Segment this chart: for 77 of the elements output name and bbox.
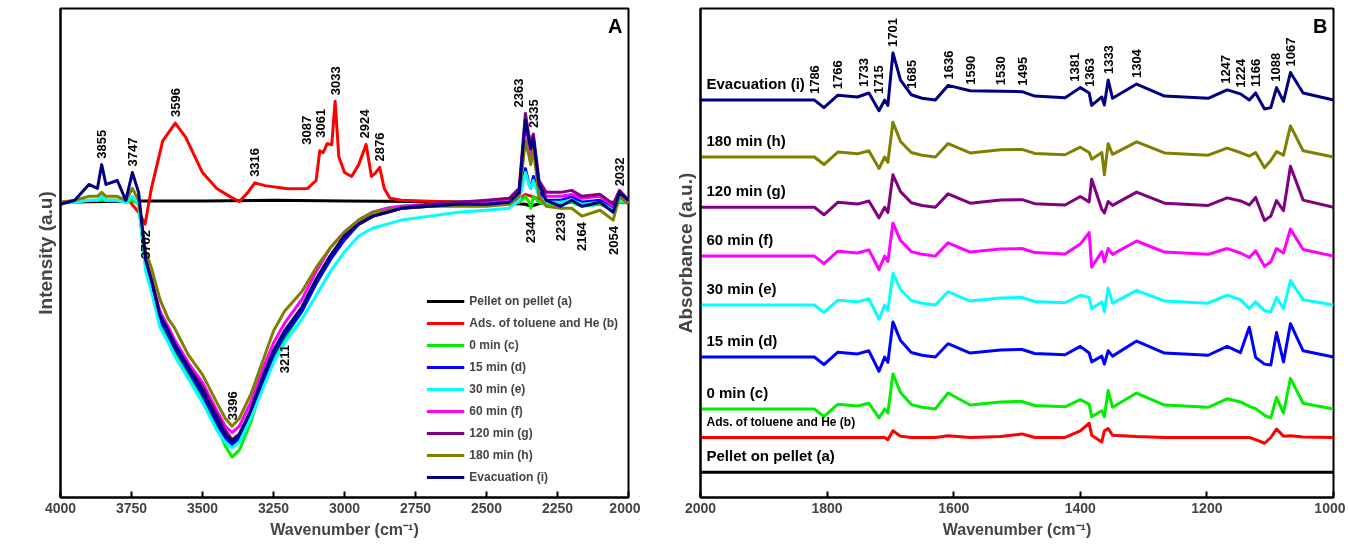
annotation: 2924 [357, 108, 373, 139]
series-label: 30 min (e) [706, 280, 777, 298]
annotation: 1636 [940, 50, 956, 80]
series-label: Pellet on pellet (a) [706, 447, 835, 465]
x-tick-label: 2000 [609, 499, 641, 516]
legend-label: 180 min (h) [469, 447, 533, 463]
x-tick-label: 4000 [44, 499, 77, 516]
legend-label: 60 min (f) [469, 403, 523, 419]
annotation: 3316 [247, 147, 263, 177]
annotation: 1733 [855, 58, 871, 87]
x-axis-title: Wavenumber (cm⁻¹) [942, 520, 1092, 538]
x-tick-label: 2500 [470, 499, 503, 516]
x-tick-label: 2750 [399, 499, 432, 516]
annotation: 2164 [574, 221, 590, 252]
annotation: 2032 [611, 157, 627, 187]
series-label: Evacuation (i) [706, 75, 805, 93]
legend-label: 30 min (e) [469, 381, 526, 397]
annotation: 1701 [885, 18, 901, 47]
x-axis-title: Wavenumber (cm⁻¹) [270, 520, 419, 538]
annotation: 3033 [327, 66, 343, 96]
annotation: 3596 [167, 88, 183, 118]
x-tick-label: 2000 [684, 499, 717, 516]
annotation: 3396 [224, 391, 240, 421]
series-label: 180 min (h) [706, 131, 786, 149]
legend-label: 120 min (g) [469, 425, 533, 441]
legend-label: 15 min (d) [469, 359, 526, 375]
x-tick-label: 1400 [1064, 499, 1097, 516]
legend-label: Ads. of toluene and He (b) [469, 315, 618, 331]
legend-label: Pellet on pellet (a) [469, 293, 573, 309]
annotation: 2335 [525, 99, 541, 129]
x-tick-label: 1600 [938, 499, 970, 516]
annotation: 1715 [870, 65, 886, 95]
annotation: 1766 [830, 60, 846, 90]
annotation: 3061 [313, 108, 329, 138]
series-label: 15 min (d) [706, 332, 778, 350]
annotation: 3702 [137, 230, 153, 259]
annotation: 1247 [1218, 54, 1234, 84]
annotation: 1530 [993, 56, 1009, 86]
annotation: 2876 [372, 132, 388, 162]
annotation: 1786 [806, 65, 822, 95]
x-tick-label: 1200 [1191, 499, 1223, 516]
annotation: 1381 [1067, 52, 1083, 82]
annotation: 1333 [1100, 45, 1116, 75]
series-label: 120 min (g) [706, 182, 786, 200]
x-tick-label: 3250 [257, 499, 290, 516]
annotation: 1363 [1081, 58, 1097, 87]
annotation: 3087 [298, 115, 314, 145]
x-tick-label: 3000 [328, 499, 361, 516]
annotation: 1224 [1232, 58, 1248, 88]
annotation: 2363 [511, 78, 527, 108]
annotation: 1166 [1248, 58, 1264, 87]
annotation: 2239 [553, 212, 569, 242]
x-tick-label: 1000 [1314, 499, 1346, 516]
annotation: 1304 [1129, 48, 1145, 79]
y-axis-title: Intensity (a.u) [34, 191, 56, 315]
x-tick-label: 3750 [115, 499, 148, 516]
x-tick-label: 2250 [541, 499, 574, 516]
legend-label: 0 min (c) [469, 337, 519, 353]
series-label: 60 min (f) [706, 231, 774, 249]
annotation: 1495 [1014, 56, 1030, 86]
x-tick-label: 3500 [186, 499, 219, 516]
annotation: 3747 [124, 137, 140, 167]
text: B [1313, 14, 1328, 37]
series-label: Ads. of toluene and He (b) [706, 415, 856, 430]
annotation: 1590 [962, 55, 978, 85]
y-axis-title: Absorbance (a.u.) [674, 172, 696, 334]
annotation: 1067 [1282, 37, 1298, 67]
annotation: 3855 [94, 129, 110, 159]
annotation: 2054 [605, 225, 621, 256]
text: A [608, 14, 623, 37]
annotation: 3211 [277, 344, 293, 374]
series-label: 0 min (c) [706, 384, 769, 402]
x-tick-label: 1800 [811, 499, 843, 516]
annotation: 1088 [1268, 52, 1284, 82]
annotation: 1685 [903, 59, 919, 89]
annotation: 2344 [523, 213, 539, 244]
legend-label: Evacuation (i) [469, 469, 549, 485]
